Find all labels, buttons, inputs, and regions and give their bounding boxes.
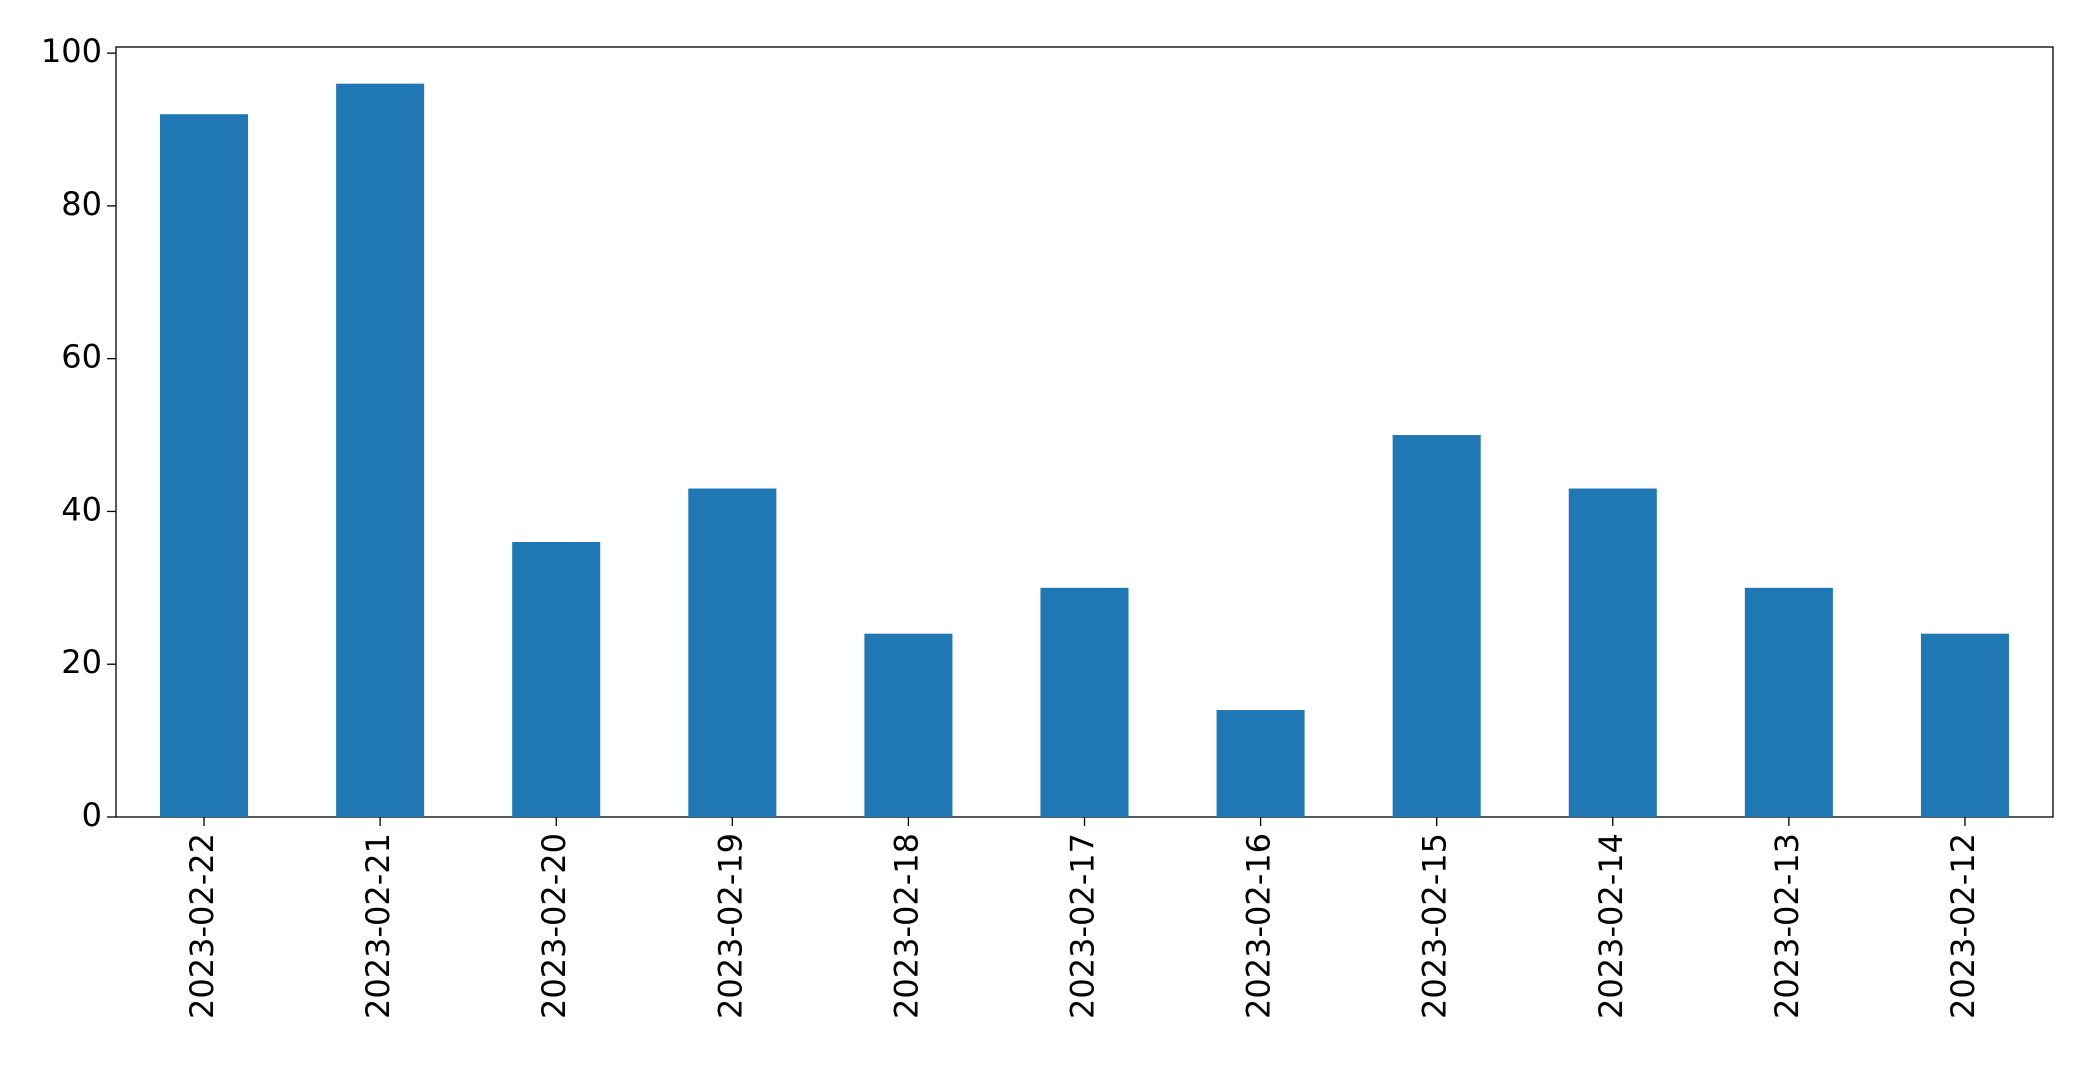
x-tick-label: 2023-02-12 <box>1944 833 1982 1019</box>
x-tick-label: 2023-02-21 <box>359 833 397 1019</box>
x-tick-label: 2023-02-15 <box>1416 833 1454 1019</box>
x-tick-label: 2023-02-17 <box>1064 833 1102 1019</box>
y-tick-label: 40 <box>61 490 102 528</box>
x-tick-label: 2023-02-19 <box>711 833 749 1019</box>
bar <box>1216 710 1305 817</box>
bar <box>512 542 601 817</box>
bar <box>1040 587 1129 817</box>
bar <box>1392 435 1481 817</box>
bar <box>688 488 777 817</box>
bar <box>1744 587 1833 817</box>
x-tick-label: 2023-02-22 <box>183 833 221 1019</box>
x-tick-label: 2023-02-14 <box>1592 833 1630 1019</box>
bar <box>1920 633 2009 817</box>
x-tick-label: 2023-02-13 <box>1768 833 1806 1019</box>
bar <box>1568 488 1657 817</box>
bar <box>160 114 249 817</box>
bar <box>336 83 425 817</box>
bar <box>864 633 953 817</box>
x-tick-label: 2023-02-16 <box>1240 833 1278 1019</box>
y-tick-label: 0 <box>82 796 102 834</box>
y-tick-label: 20 <box>61 643 102 681</box>
y-tick-label: 80 <box>61 185 102 223</box>
x-tick-label: 2023-02-20 <box>535 833 573 1019</box>
y-tick-label: 100 <box>41 32 102 70</box>
x-tick-label: 2023-02-18 <box>887 833 925 1019</box>
y-tick-label: 60 <box>61 338 102 376</box>
